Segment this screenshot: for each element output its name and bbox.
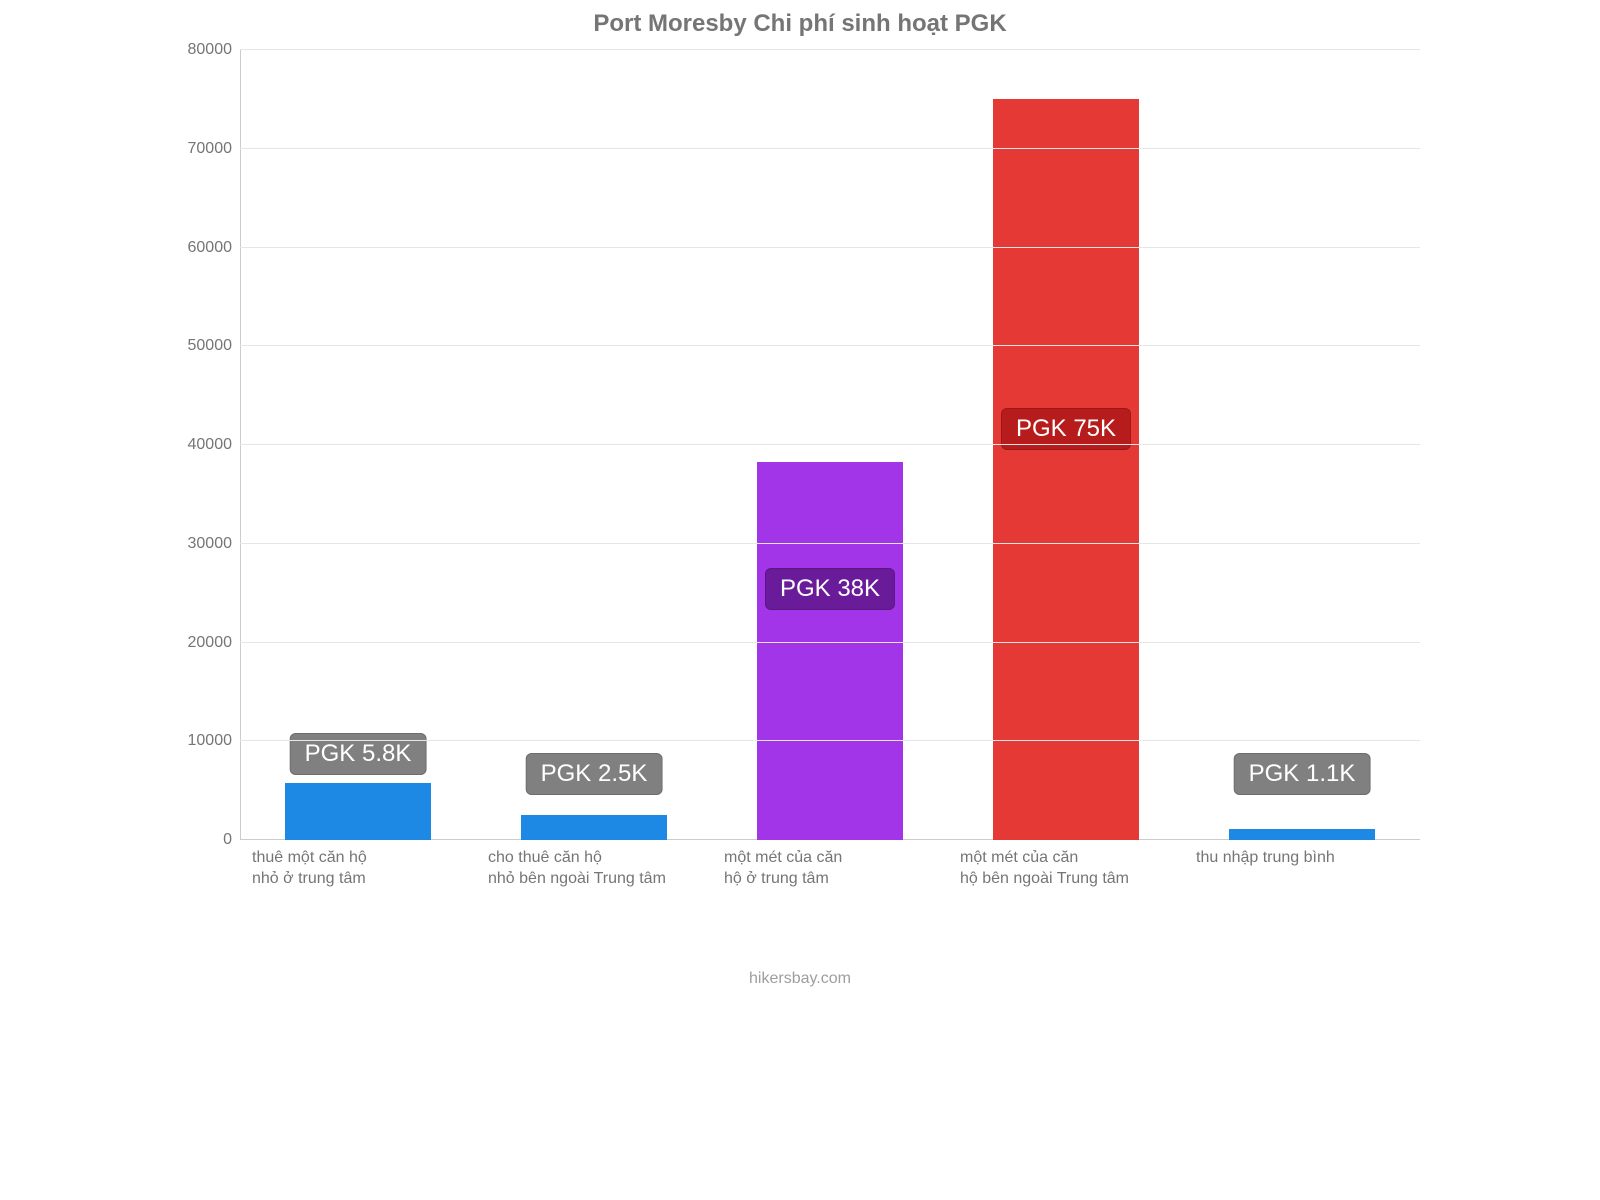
y-axis: 0100002000030000400005000060000700008000…	[160, 50, 240, 840]
y-tick-label: 20000	[188, 634, 233, 652]
x-tick-label: cho thuê căn hộnhỏ bên ngoài Trung tâm	[476, 848, 712, 890]
y-tick-label: 50000	[188, 337, 233, 355]
y-tick-label: 80000	[188, 41, 233, 59]
y-tick-label: 40000	[188, 436, 233, 454]
gridline	[240, 345, 1420, 346]
y-tick-label: 30000	[188, 535, 233, 553]
y-tick-label: 0	[223, 831, 232, 849]
gridline	[240, 49, 1420, 50]
value-badge: PGK 1.1K	[1234, 753, 1371, 795]
bar	[1229, 829, 1375, 840]
x-tick-label: thuê một căn hộnhỏ ở trung tâm	[240, 848, 476, 890]
bar	[521, 815, 667, 840]
chart-container: Port Moresby Chi phí sinh hoạt PGK 0 1000…	[160, 0, 1440, 970]
y-tick-label: 70000	[188, 140, 233, 158]
value-badge: PGK 38K	[765, 568, 895, 610]
chart-title: Port Moresby Chi phí sinh hoạt PGK	[160, 10, 1440, 38]
gridline	[240, 740, 1420, 741]
value-badge: PGK 2.5K	[526, 753, 663, 795]
bar	[757, 462, 903, 840]
x-axis-labels: thuê một căn hộnhỏ ở trung tâmcho thuê c…	[240, 848, 1420, 890]
gridline	[240, 247, 1420, 248]
x-tick-label: một mét của cănhộ bên ngoài Trung tâm	[948, 848, 1184, 890]
x-tick-label: một mét của cănhộ ở trung tâm	[712, 848, 948, 890]
plot-area: PGK 5.8KPGK 2.5KPGK 38KPGK 75KPGK 1.1K	[240, 50, 1420, 840]
y-tick-label: 60000	[188, 239, 233, 257]
y-tick-label: 10000	[188, 732, 233, 750]
gridline	[240, 148, 1420, 149]
chart-footer: hikersbay.com	[160, 970, 1440, 988]
gridline	[240, 444, 1420, 445]
gridline	[240, 642, 1420, 643]
bar	[993, 99, 1139, 840]
gridline	[240, 543, 1420, 544]
x-tick-label: thu nhập trung bình	[1184, 848, 1420, 890]
bars-group: PGK 5.8KPGK 2.5KPGK 38KPGK 75KPGK 1.1K	[240, 50, 1420, 840]
bar	[285, 783, 431, 840]
